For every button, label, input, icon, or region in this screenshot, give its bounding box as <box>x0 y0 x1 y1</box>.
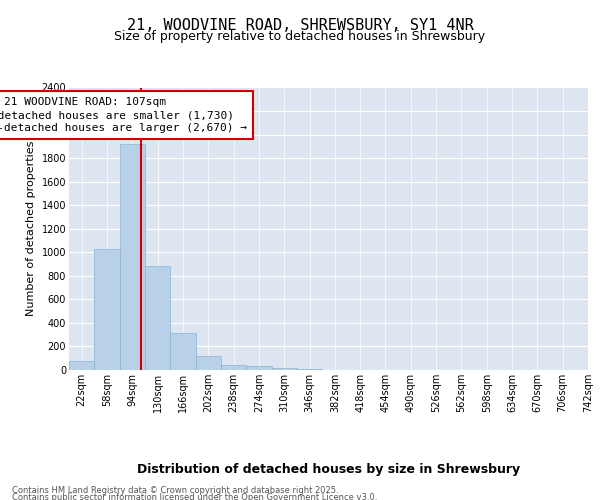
Text: Contains HM Land Registry data © Crown copyright and database right 2025.: Contains HM Land Registry data © Crown c… <box>12 486 338 495</box>
Bar <box>170 333 196 370</box>
Bar <box>119 144 145 370</box>
Y-axis label: Number of detached properties: Number of detached properties <box>26 141 36 316</box>
Bar <box>246 366 272 370</box>
Bar <box>221 364 246 370</box>
Text: Size of property relative to detached houses in Shrewsbury: Size of property relative to detached ho… <box>115 30 485 43</box>
Bar <box>69 360 94 370</box>
Bar <box>145 266 170 370</box>
Text: Contains public sector information licensed under the Open Government Licence v3: Contains public sector information licen… <box>12 494 377 500</box>
Text: 21, WOODVINE ROAD, SHREWSBURY, SY1 4NR: 21, WOODVINE ROAD, SHREWSBURY, SY1 4NR <box>127 18 473 32</box>
Bar <box>272 368 297 370</box>
Bar <box>94 249 119 370</box>
Bar <box>196 356 221 370</box>
Text: 21 WOODVINE ROAD: 107sqm
← 39% of detached houses are smaller (1,730)
60% of sem: 21 WOODVINE ROAD: 107sqm ← 39% of detach… <box>0 97 247 134</box>
Text: Distribution of detached houses by size in Shrewsbury: Distribution of detached houses by size … <box>137 463 520 476</box>
